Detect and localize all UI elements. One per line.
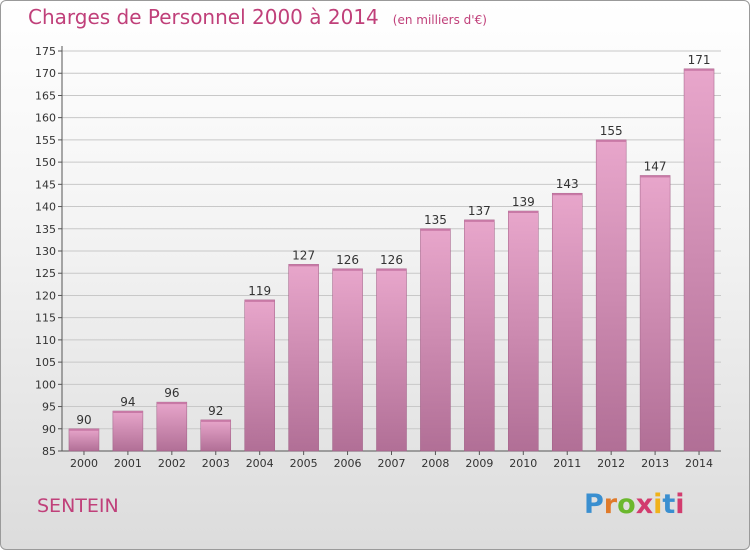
logo-letter: t (662, 489, 676, 520)
chart-title: Charges de Personnel 2000 à 2014 (28, 5, 379, 29)
bar-2013 (639, 175, 671, 452)
bar-top-edge (640, 175, 671, 178)
y-tick-labels: 85 90 95 100 105 110 115 120 125 130 135 140 145 150 1… (35, 45, 56, 458)
y-tick-label: 150 (35, 156, 56, 169)
x-tick-label-2011: 2011 (553, 457, 581, 470)
logo-letter: o (617, 489, 636, 520)
logo-letter: x (635, 489, 654, 520)
bar-2005 (288, 264, 319, 452)
x-tick-labels: 2000 2001 2002 2003 2004 2005 2006 2007 2008 2009… (70, 457, 713, 470)
y-tick-label: 115 (35, 312, 56, 325)
x-tick-label-2012: 2012 (597, 457, 625, 470)
y-tick-label: 145 (35, 178, 56, 191)
bar-top-edge (68, 428, 99, 431)
x-tick-label-2004: 2004 (246, 457, 274, 470)
data-label-2009: 137 (468, 204, 491, 218)
proxiti-logo: Proxiti (584, 489, 685, 520)
bar-2014 (683, 68, 715, 452)
bar-top-edge (200, 419, 231, 422)
data-label-2010: 139 (512, 195, 535, 209)
bar-2009 (464, 219, 495, 452)
bar-top-edge (464, 219, 495, 222)
y-tick-label: 90 (42, 423, 56, 436)
bars (68, 68, 715, 452)
logo-letter: i (653, 489, 663, 520)
y-tick-label: 160 (35, 112, 56, 125)
bar-top-edge (156, 402, 187, 405)
bar-top-edge (112, 411, 143, 413)
bar-top-edge (684, 68, 715, 71)
y-tick-label: 85 (42, 445, 56, 458)
y-tick-label: 95 (42, 401, 56, 414)
x-tick-label-2000: 2000 (70, 457, 98, 470)
bar-2012 (595, 139, 627, 452)
chart-unit: (en milliers d'€) (392, 13, 487, 27)
data-label-2006: 126 (336, 253, 359, 267)
y-tick-label: 125 (35, 267, 56, 280)
bar-2002 (156, 401, 188, 452)
data-label-2005: 127 (292, 248, 315, 262)
data-label-2012: 155 (600, 124, 623, 138)
x-tick-label-2003: 2003 (202, 457, 230, 470)
data-labels: 90 94 96 92 119 127 126 126 135 137 139 143 155 147 17… (76, 53, 710, 427)
bar-2011 (551, 192, 583, 452)
data-label-2000: 90 (76, 413, 91, 427)
y-tick-label: 135 (35, 223, 56, 236)
y-tick-label: 140 (35, 201, 56, 214)
bar-top-edge (376, 268, 407, 271)
x-tick-label-2013: 2013 (641, 457, 669, 470)
bar-2004 (244, 299, 275, 452)
x-tick-label-2001: 2001 (114, 457, 142, 470)
x-tick-label-2002: 2002 (158, 457, 186, 470)
y-tick-label: 110 (35, 334, 56, 347)
bar-2010 (508, 210, 539, 452)
y-tick-label: 105 (35, 356, 56, 369)
y-tick-label: 100 (35, 378, 56, 391)
y-tick-label: 175 (35, 45, 56, 58)
bar-2008 (420, 228, 451, 452)
x-tick-label-2009: 2009 (465, 457, 493, 470)
data-label-2002: 96 (164, 386, 179, 400)
logo-letter: i (675, 489, 685, 520)
chart-title-block: Charges de Personnel 2000 à 2014 (en mill… (28, 5, 487, 29)
data-label-2008: 135 (424, 213, 447, 227)
x-tick-label-2006: 2006 (334, 457, 362, 470)
bar-top-edge (420, 228, 451, 231)
data-label-2013: 147 (644, 159, 667, 173)
data-label-2014: 171 (688, 53, 711, 67)
data-label-2004: 119 (248, 284, 271, 298)
bar-top-edge (332, 268, 363, 271)
y-tick-label: 165 (35, 89, 56, 102)
bar-2003 (200, 419, 232, 452)
data-label-2011: 143 (556, 177, 579, 191)
data-label-2001: 94 (120, 395, 135, 409)
bar-2006 (332, 268, 363, 452)
y-tick-label: 120 (35, 289, 56, 302)
x-tick-label-2008: 2008 (421, 457, 449, 470)
bar-top-edge (244, 299, 275, 302)
x-tick-label-2005: 2005 (290, 457, 318, 470)
x-tick-label-2007: 2007 (378, 457, 406, 470)
logo-letter: P (584, 489, 604, 520)
bar-2000 (68, 428, 100, 452)
logo-letter: r (603, 489, 618, 520)
commune-name: SENTEIN (37, 495, 119, 517)
bar-2001 (112, 410, 144, 452)
bar-top-edge (288, 264, 319, 267)
bar-top-edge (508, 211, 539, 213)
y-tick-label: 170 (35, 67, 56, 80)
data-label-2003: 92 (208, 404, 223, 418)
y-tick-label: 155 (35, 134, 56, 147)
x-tick-label-2014: 2014 (685, 457, 713, 470)
x-tick-label-2010: 2010 (509, 457, 537, 470)
bar-2007 (376, 268, 407, 452)
bar-top-edge (552, 193, 583, 196)
data-label-2007: 126 (380, 253, 403, 267)
y-tick-label: 130 (35, 245, 56, 258)
bar-top-edge (596, 139, 627, 142)
